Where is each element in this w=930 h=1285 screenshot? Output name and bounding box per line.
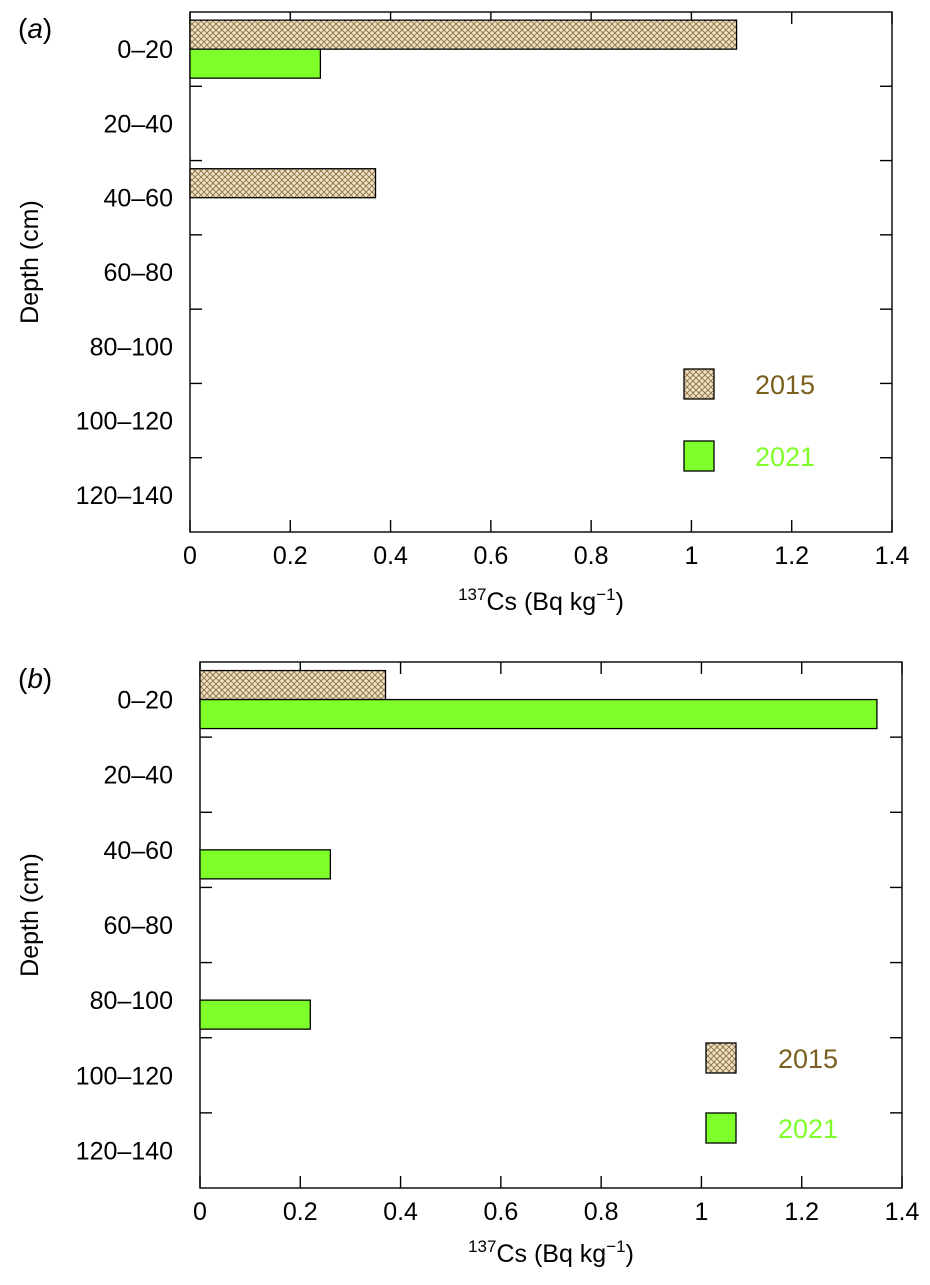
legend-swatch-2021 — [705, 1112, 737, 1144]
y-axis-label: Depth (cm) — [16, 200, 44, 324]
x-tick-label: 1 — [684, 542, 698, 570]
plot-frame — [189, 11, 893, 533]
legend-label-2015: 2015 — [755, 370, 815, 400]
legend-swatch-2015 — [683, 368, 715, 400]
bar-2015-40–60 — [189, 168, 377, 199]
x-axis-label-sup: 137 — [468, 1237, 496, 1256]
x-axis-label-sup2: −1 — [606, 1237, 625, 1256]
legend-label-2021: 2021 — [755, 442, 815, 472]
y-category-label: 100–120 — [76, 408, 173, 436]
bar-2021-0–20 — [199, 698, 878, 730]
y-category-label: 80–100 — [90, 987, 173, 1015]
x-tick-label: 0.4 — [373, 542, 408, 570]
y-category-label: 120–140 — [76, 482, 173, 510]
x-tick-label: 0.2 — [283, 1198, 318, 1226]
y-category-label: 40–60 — [103, 185, 173, 213]
x-tick-label: 1.2 — [774, 542, 809, 570]
x-axis-label-sup2: −1 — [596, 585, 615, 604]
x-tick-label: 0.8 — [574, 542, 609, 570]
x-tick-label: 0.2 — [273, 542, 308, 570]
y-category-label: 20–40 — [103, 110, 173, 138]
panel-label-letter: a — [27, 13, 43, 44]
x-axis-label: 137Cs (Bq kg−1) — [468, 1237, 634, 1268]
x-axis-label-end: ) — [616, 588, 624, 616]
panel-label: (a) — [18, 13, 52, 44]
bar-2021-0–20 — [189, 48, 322, 79]
x-axis-label: 137Cs (Bq kg−1) — [458, 585, 624, 616]
x-tick-label: 1.4 — [885, 1198, 920, 1226]
y-category-label: 100–120 — [76, 1062, 173, 1090]
legend-label-2021: 2021 — [778, 1114, 838, 1144]
bar-2021-80–100 — [199, 999, 311, 1030]
panel-label-letter: b — [27, 663, 43, 694]
y-category-label: 60–80 — [103, 259, 173, 287]
bar-2015-0–20 — [189, 19, 738, 50]
x-tick-label: 0.4 — [383, 1198, 418, 1226]
y-axis-label: Depth (cm) — [16, 853, 44, 977]
plot-frame — [199, 661, 903, 1189]
x-axis-label-end: ) — [626, 1240, 634, 1268]
y-category-label: 0–20 — [117, 687, 173, 715]
bar-2021-40–60 — [199, 849, 332, 880]
panel-a: (a) 0 0.2 0.4 0.6 0.8 1 1.2 1.4 0–20 20–40 40–60 60–… — [16, 11, 910, 616]
x-tick-label: 1 — [694, 1198, 708, 1226]
x-axis-label-sup: 137 — [458, 585, 486, 604]
y-category-label: 0–20 — [117, 36, 173, 64]
y-category-label: 80–100 — [90, 333, 173, 361]
y-category-label: 60–80 — [103, 912, 173, 940]
x-axis-label-main: Cs (Bq kg — [486, 588, 596, 616]
x-axis-label-main: Cs (Bq kg — [496, 1240, 606, 1268]
panel-b: (b) 0 0.2 0.4 0.6 0.8 1 1.2 1.4 0–20 20–40 40–60 60–… — [16, 661, 920, 1268]
legend-label-2015: 2015 — [778, 1044, 838, 1074]
x-tick-label: 0 — [193, 1198, 207, 1226]
legend-swatch-2015 — [705, 1042, 737, 1074]
y-category-label: 40–60 — [103, 837, 173, 865]
bar-2015-0–20 — [199, 669, 387, 701]
y-category-label: 120–140 — [76, 1137, 173, 1165]
x-tick-label: 0.8 — [584, 1198, 619, 1226]
legend-swatch-2021 — [683, 440, 715, 472]
x-tick-label: 0.6 — [483, 1198, 518, 1226]
x-tick-label: 1.4 — [875, 542, 910, 570]
x-tick-label: 1.2 — [784, 1198, 819, 1226]
y-category-label: 20–40 — [103, 762, 173, 790]
panel-label: (b) — [18, 663, 52, 694]
x-tick-label: 0 — [183, 542, 197, 570]
x-tick-label: 0.6 — [473, 542, 508, 570]
